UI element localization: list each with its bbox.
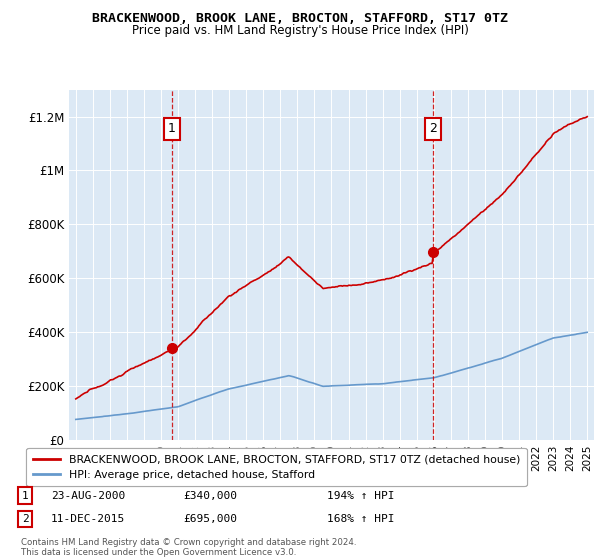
Text: Price paid vs. HM Land Registry's House Price Index (HPI): Price paid vs. HM Land Registry's House … xyxy=(131,24,469,36)
Text: £695,000: £695,000 xyxy=(183,514,237,524)
Text: Contains HM Land Registry data © Crown copyright and database right 2024.
This d: Contains HM Land Registry data © Crown c… xyxy=(21,538,356,557)
Text: 194% ↑ HPI: 194% ↑ HPI xyxy=(327,491,395,501)
Text: 2: 2 xyxy=(429,122,437,135)
Text: 1: 1 xyxy=(22,491,29,501)
Text: 11-DEC-2015: 11-DEC-2015 xyxy=(51,514,125,524)
Text: 2: 2 xyxy=(22,514,29,524)
Text: 1: 1 xyxy=(168,122,176,135)
Text: BRACKENWOOD, BROOK LANE, BROCTON, STAFFORD, ST17 0TZ: BRACKENWOOD, BROOK LANE, BROCTON, STAFFO… xyxy=(92,12,508,25)
Text: 168% ↑ HPI: 168% ↑ HPI xyxy=(327,514,395,524)
Text: 23-AUG-2000: 23-AUG-2000 xyxy=(51,491,125,501)
Legend: BRACKENWOOD, BROOK LANE, BROCTON, STAFFORD, ST17 0TZ (detached house), HPI: Aver: BRACKENWOOD, BROOK LANE, BROCTON, STAFFO… xyxy=(26,448,527,486)
Text: £340,000: £340,000 xyxy=(183,491,237,501)
